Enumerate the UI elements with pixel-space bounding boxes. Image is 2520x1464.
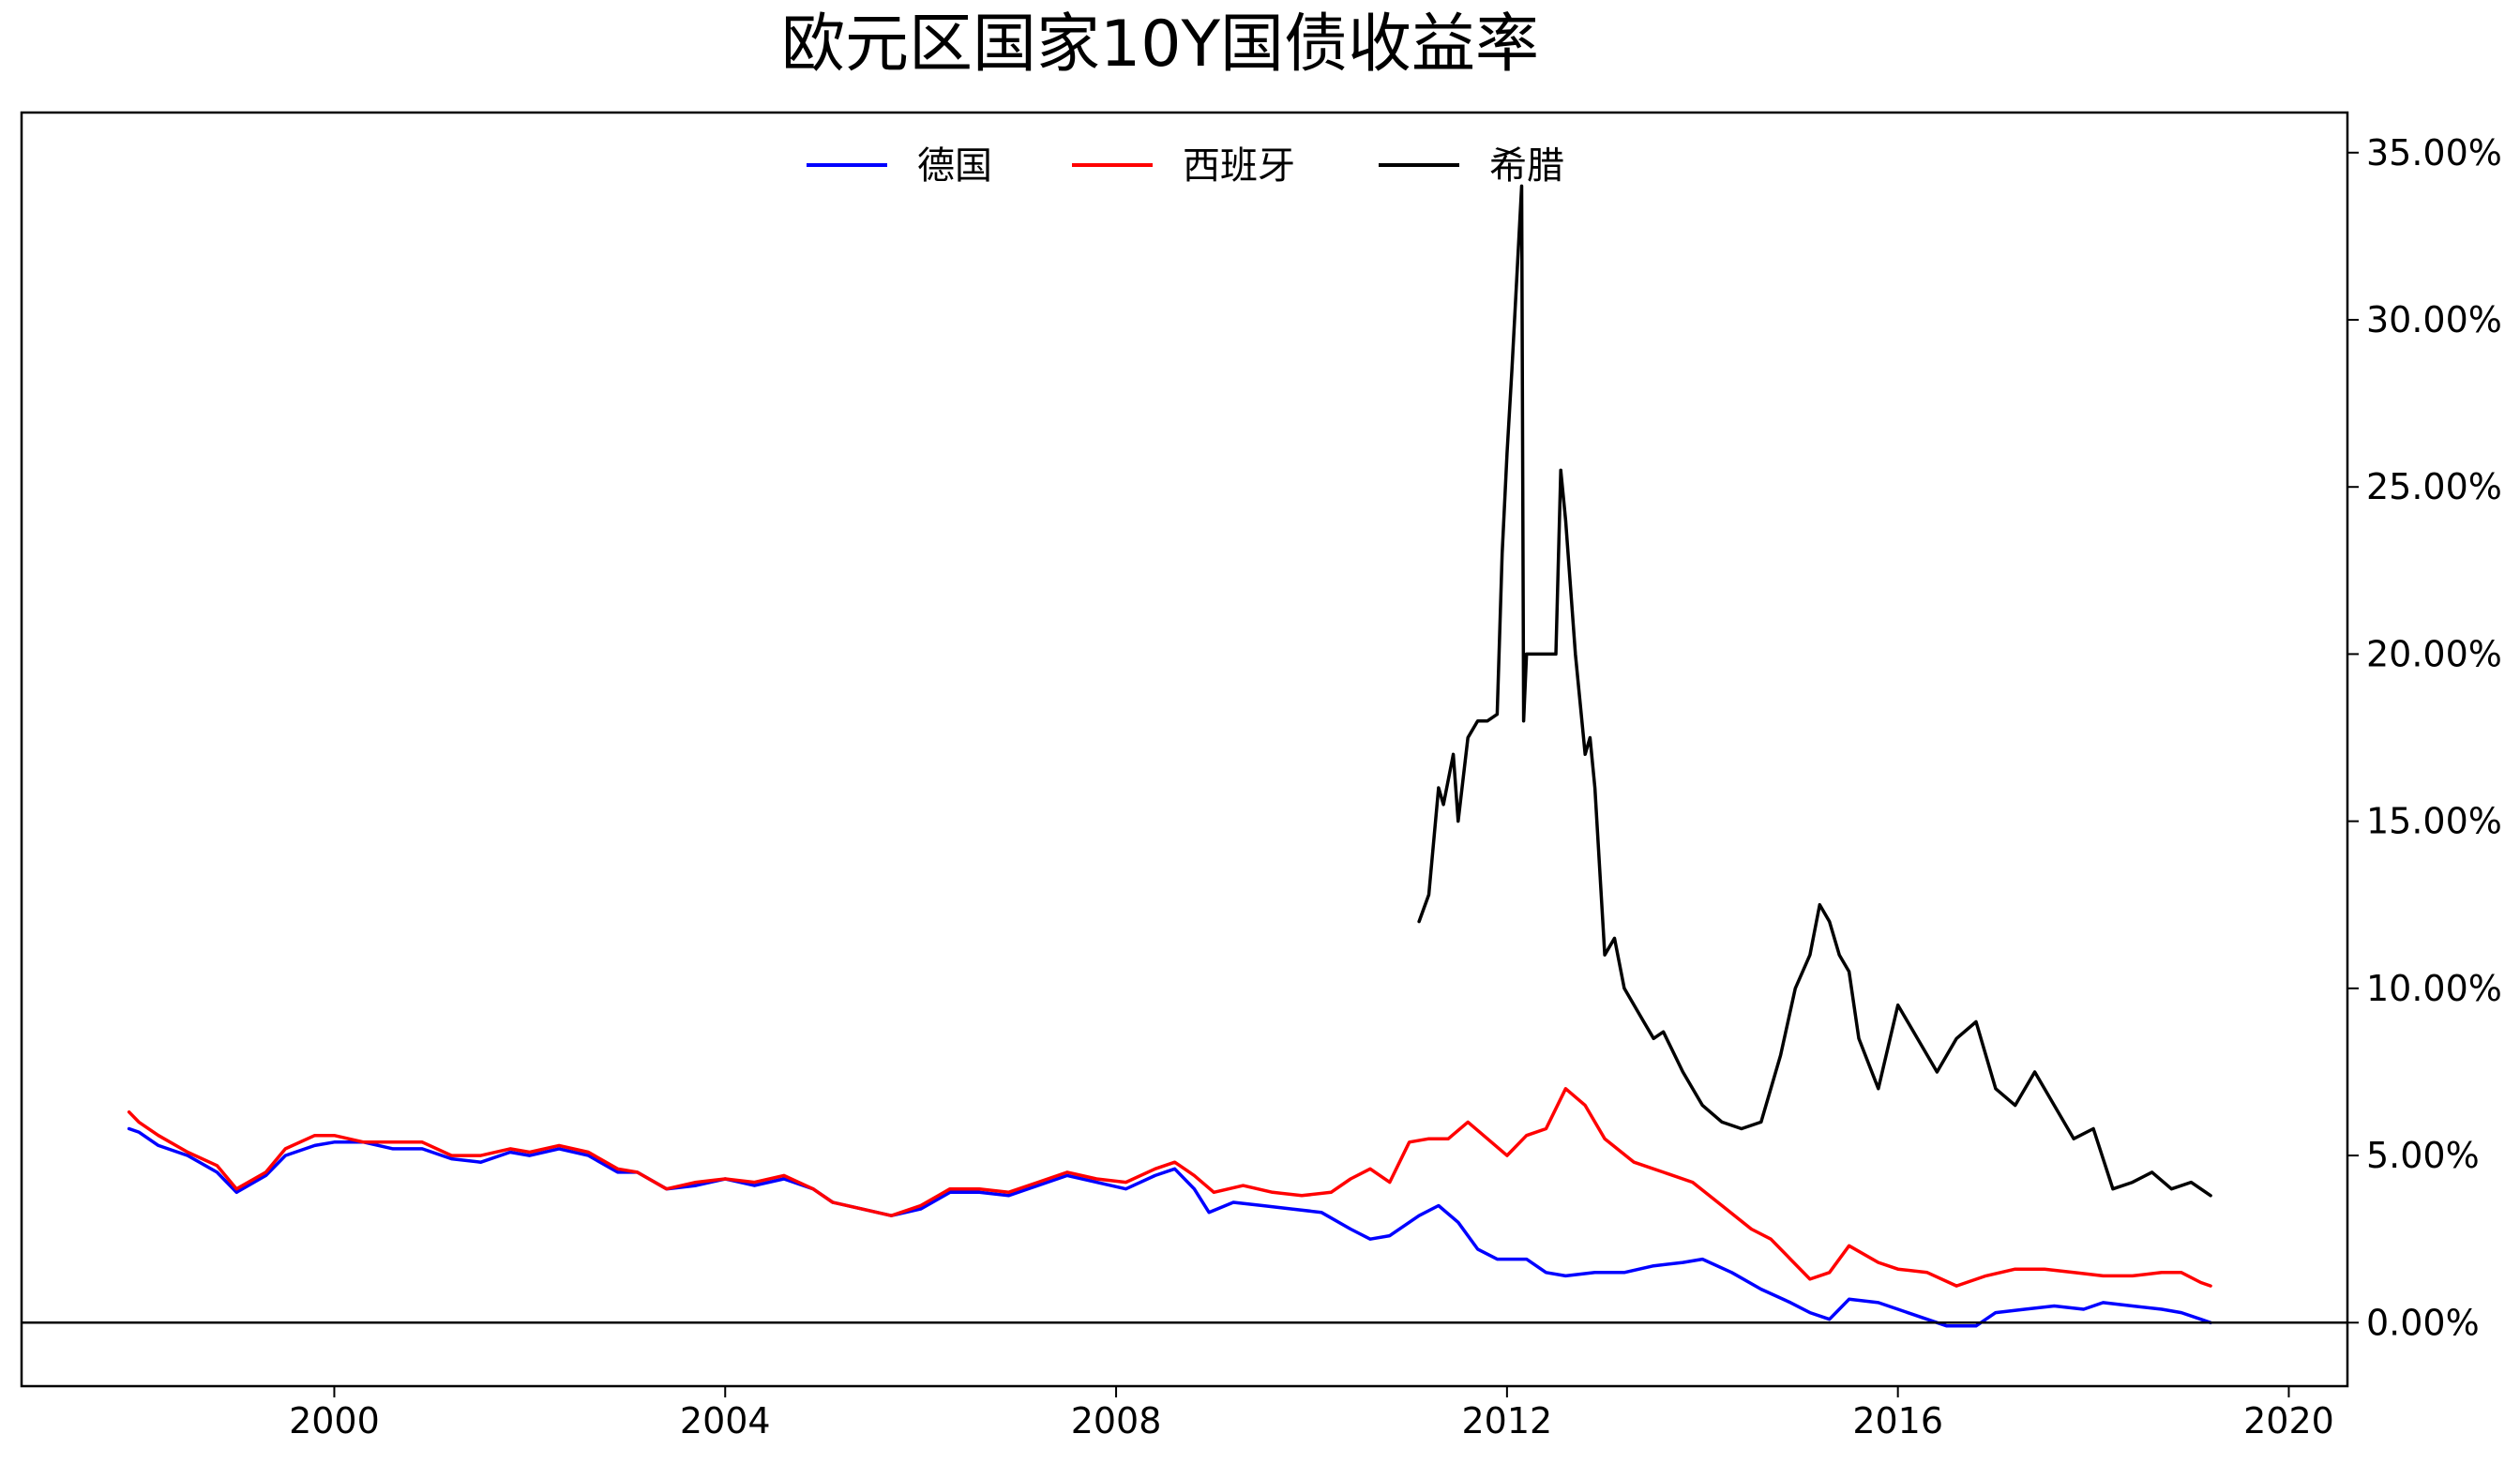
y-tick-label: 35.00% bbox=[2366, 132, 2502, 174]
y-axis: 0.00% 5.00% 10.00% 15.00% 20.00% 25.00% 30.00%… bbox=[2347, 132, 2502, 1343]
plot-frame bbox=[20, 111, 2349, 1388]
y-tick-label: 0.00% bbox=[2366, 1302, 2480, 1343]
x-tick-label: 2012 bbox=[1462, 1400, 1553, 1441]
legend-label: 希腊 bbox=[1489, 144, 1564, 188]
series-line-2 bbox=[127, 1087, 2212, 1288]
legend: 德国 西班牙 希腊 bbox=[807, 144, 1564, 188]
chart-title: 欧元区国家10Y国债收益率 bbox=[781, 8, 1539, 82]
x-tick-label: 2020 bbox=[2243, 1400, 2334, 1441]
x-tick-label: 2008 bbox=[1071, 1400, 1162, 1441]
y-tick-label: 10.00% bbox=[2366, 968, 2502, 1009]
y-tick-label: 20.00% bbox=[2366, 633, 2502, 674]
y-tick-label: 25.00% bbox=[2366, 466, 2502, 507]
legend-label: 德国 bbox=[917, 144, 992, 188]
x-tick-label: 2000 bbox=[289, 1400, 380, 1441]
series-layer bbox=[127, 184, 2212, 1328]
series-line-1 bbox=[127, 1126, 2212, 1328]
x-tick-label: 2016 bbox=[1852, 1400, 1943, 1441]
legend-label: 西班牙 bbox=[1183, 144, 1295, 188]
x-axis: 2000 2004 2008 2012 2016 2020 bbox=[289, 1386, 2334, 1441]
y-tick-label: 30.00% bbox=[2366, 299, 2502, 340]
y-tick-label: 5.00% bbox=[2366, 1135, 2480, 1176]
y-tick-label: 15.00% bbox=[2366, 801, 2502, 842]
series-line-3 bbox=[1417, 184, 2212, 1198]
x-tick-label: 2004 bbox=[680, 1400, 771, 1441]
